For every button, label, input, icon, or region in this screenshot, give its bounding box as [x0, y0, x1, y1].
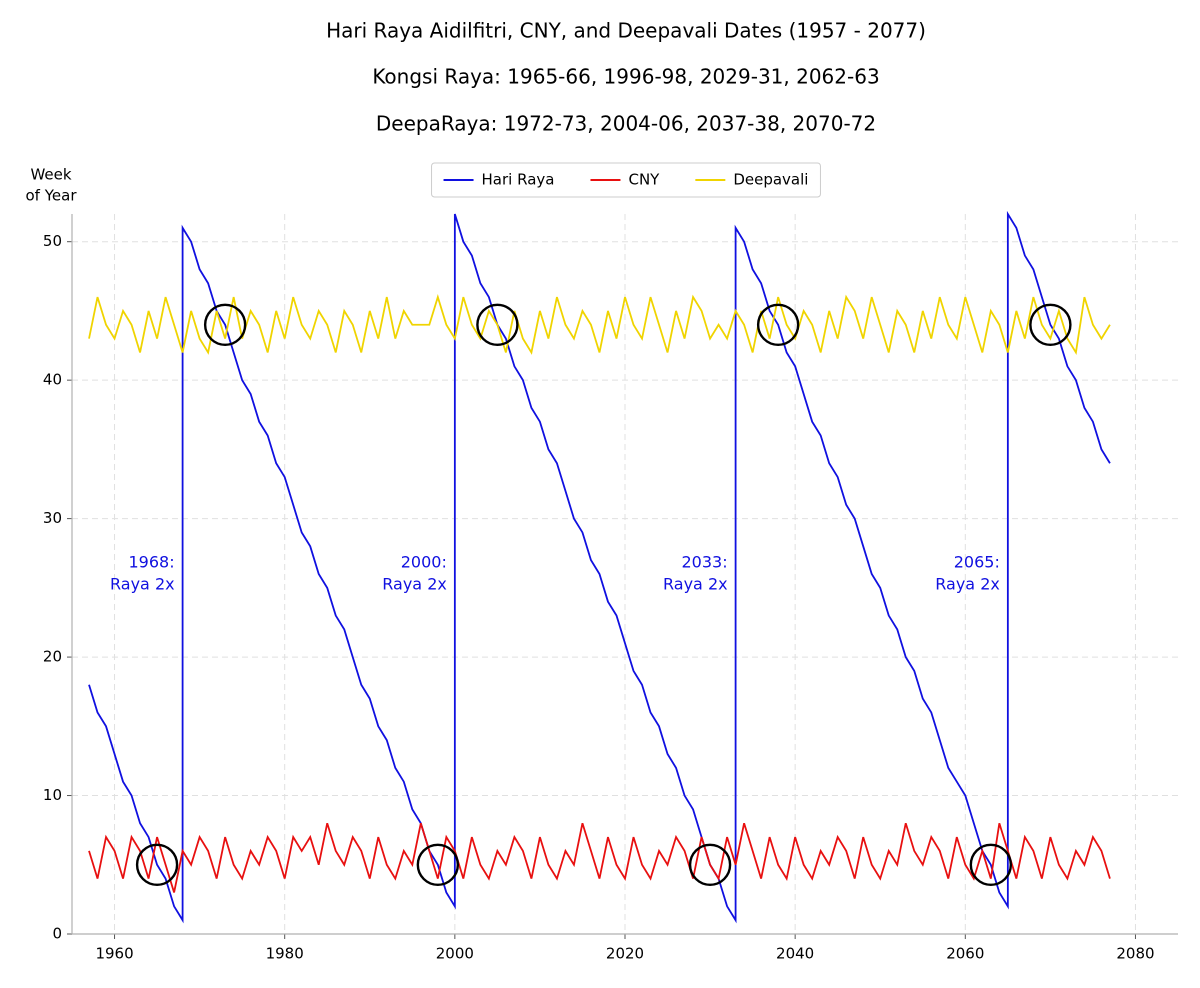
y-tick-label: 30: [43, 509, 62, 527]
x-tick-label: 2000: [436, 945, 474, 963]
legend: Hari Raya CNY Deepavali: [431, 162, 821, 198]
annotation: 2065:: [954, 553, 1000, 572]
x-tick-label: 1960: [95, 945, 133, 963]
highlight-circle: [203, 303, 247, 346]
x-tick-label: 2060: [946, 945, 984, 963]
x-tick-label: 2080: [1116, 945, 1154, 963]
x-tick-label: 2040: [776, 945, 814, 963]
legend-box: [431, 162, 821, 198]
y-tick-label: 50: [43, 232, 62, 250]
y-axis-label: of Year: [26, 187, 78, 205]
annotation: Raya 2x: [935, 575, 1000, 594]
annotation: 2033:: [681, 553, 727, 572]
highlight-circle: [416, 843, 460, 886]
x-tick-label: 1980: [266, 945, 304, 963]
y-tick-label: 40: [43, 371, 62, 389]
y-axis-label: Week: [30, 166, 71, 184]
legend-label: CNY: [628, 171, 660, 189]
annotation: Raya 2x: [110, 575, 175, 594]
highlight-circle: [1029, 303, 1072, 346]
annotation: Raya 2x: [382, 575, 447, 594]
highlight-circle: [756, 303, 800, 346]
series-line: [88, 294, 1111, 356]
highlight-circle: [688, 843, 732, 886]
annotation: Raya 2x: [663, 575, 728, 594]
annotation: 1968:: [128, 553, 174, 572]
y-tick-label: 0: [52, 925, 62, 943]
y-tick-label: 10: [43, 786, 62, 804]
chart-subtitle: Kongsi Raya: 1965-66, 1996-98, 2029-31, …: [372, 65, 879, 89]
chart-title: Hari Raya Aidilfitri, CNY, and Deepavali…: [326, 19, 926, 43]
series-line: [88, 210, 1111, 924]
legend-label: Hari Raya: [482, 171, 555, 189]
chart-subtitle: DeepaRaya: 1972-73, 2004-06, 2037-38, 20…: [376, 112, 876, 136]
x-tick-label: 2020: [606, 945, 644, 963]
highlight-circle: [135, 843, 179, 886]
series-line: [88, 822, 1111, 893]
highlight-circle: [969, 843, 1013, 886]
legend-label: Deepavali: [733, 171, 808, 189]
highlight-circle: [476, 303, 519, 346]
y-tick-label: 20: [43, 648, 62, 666]
annotation: 2000:: [401, 553, 447, 572]
